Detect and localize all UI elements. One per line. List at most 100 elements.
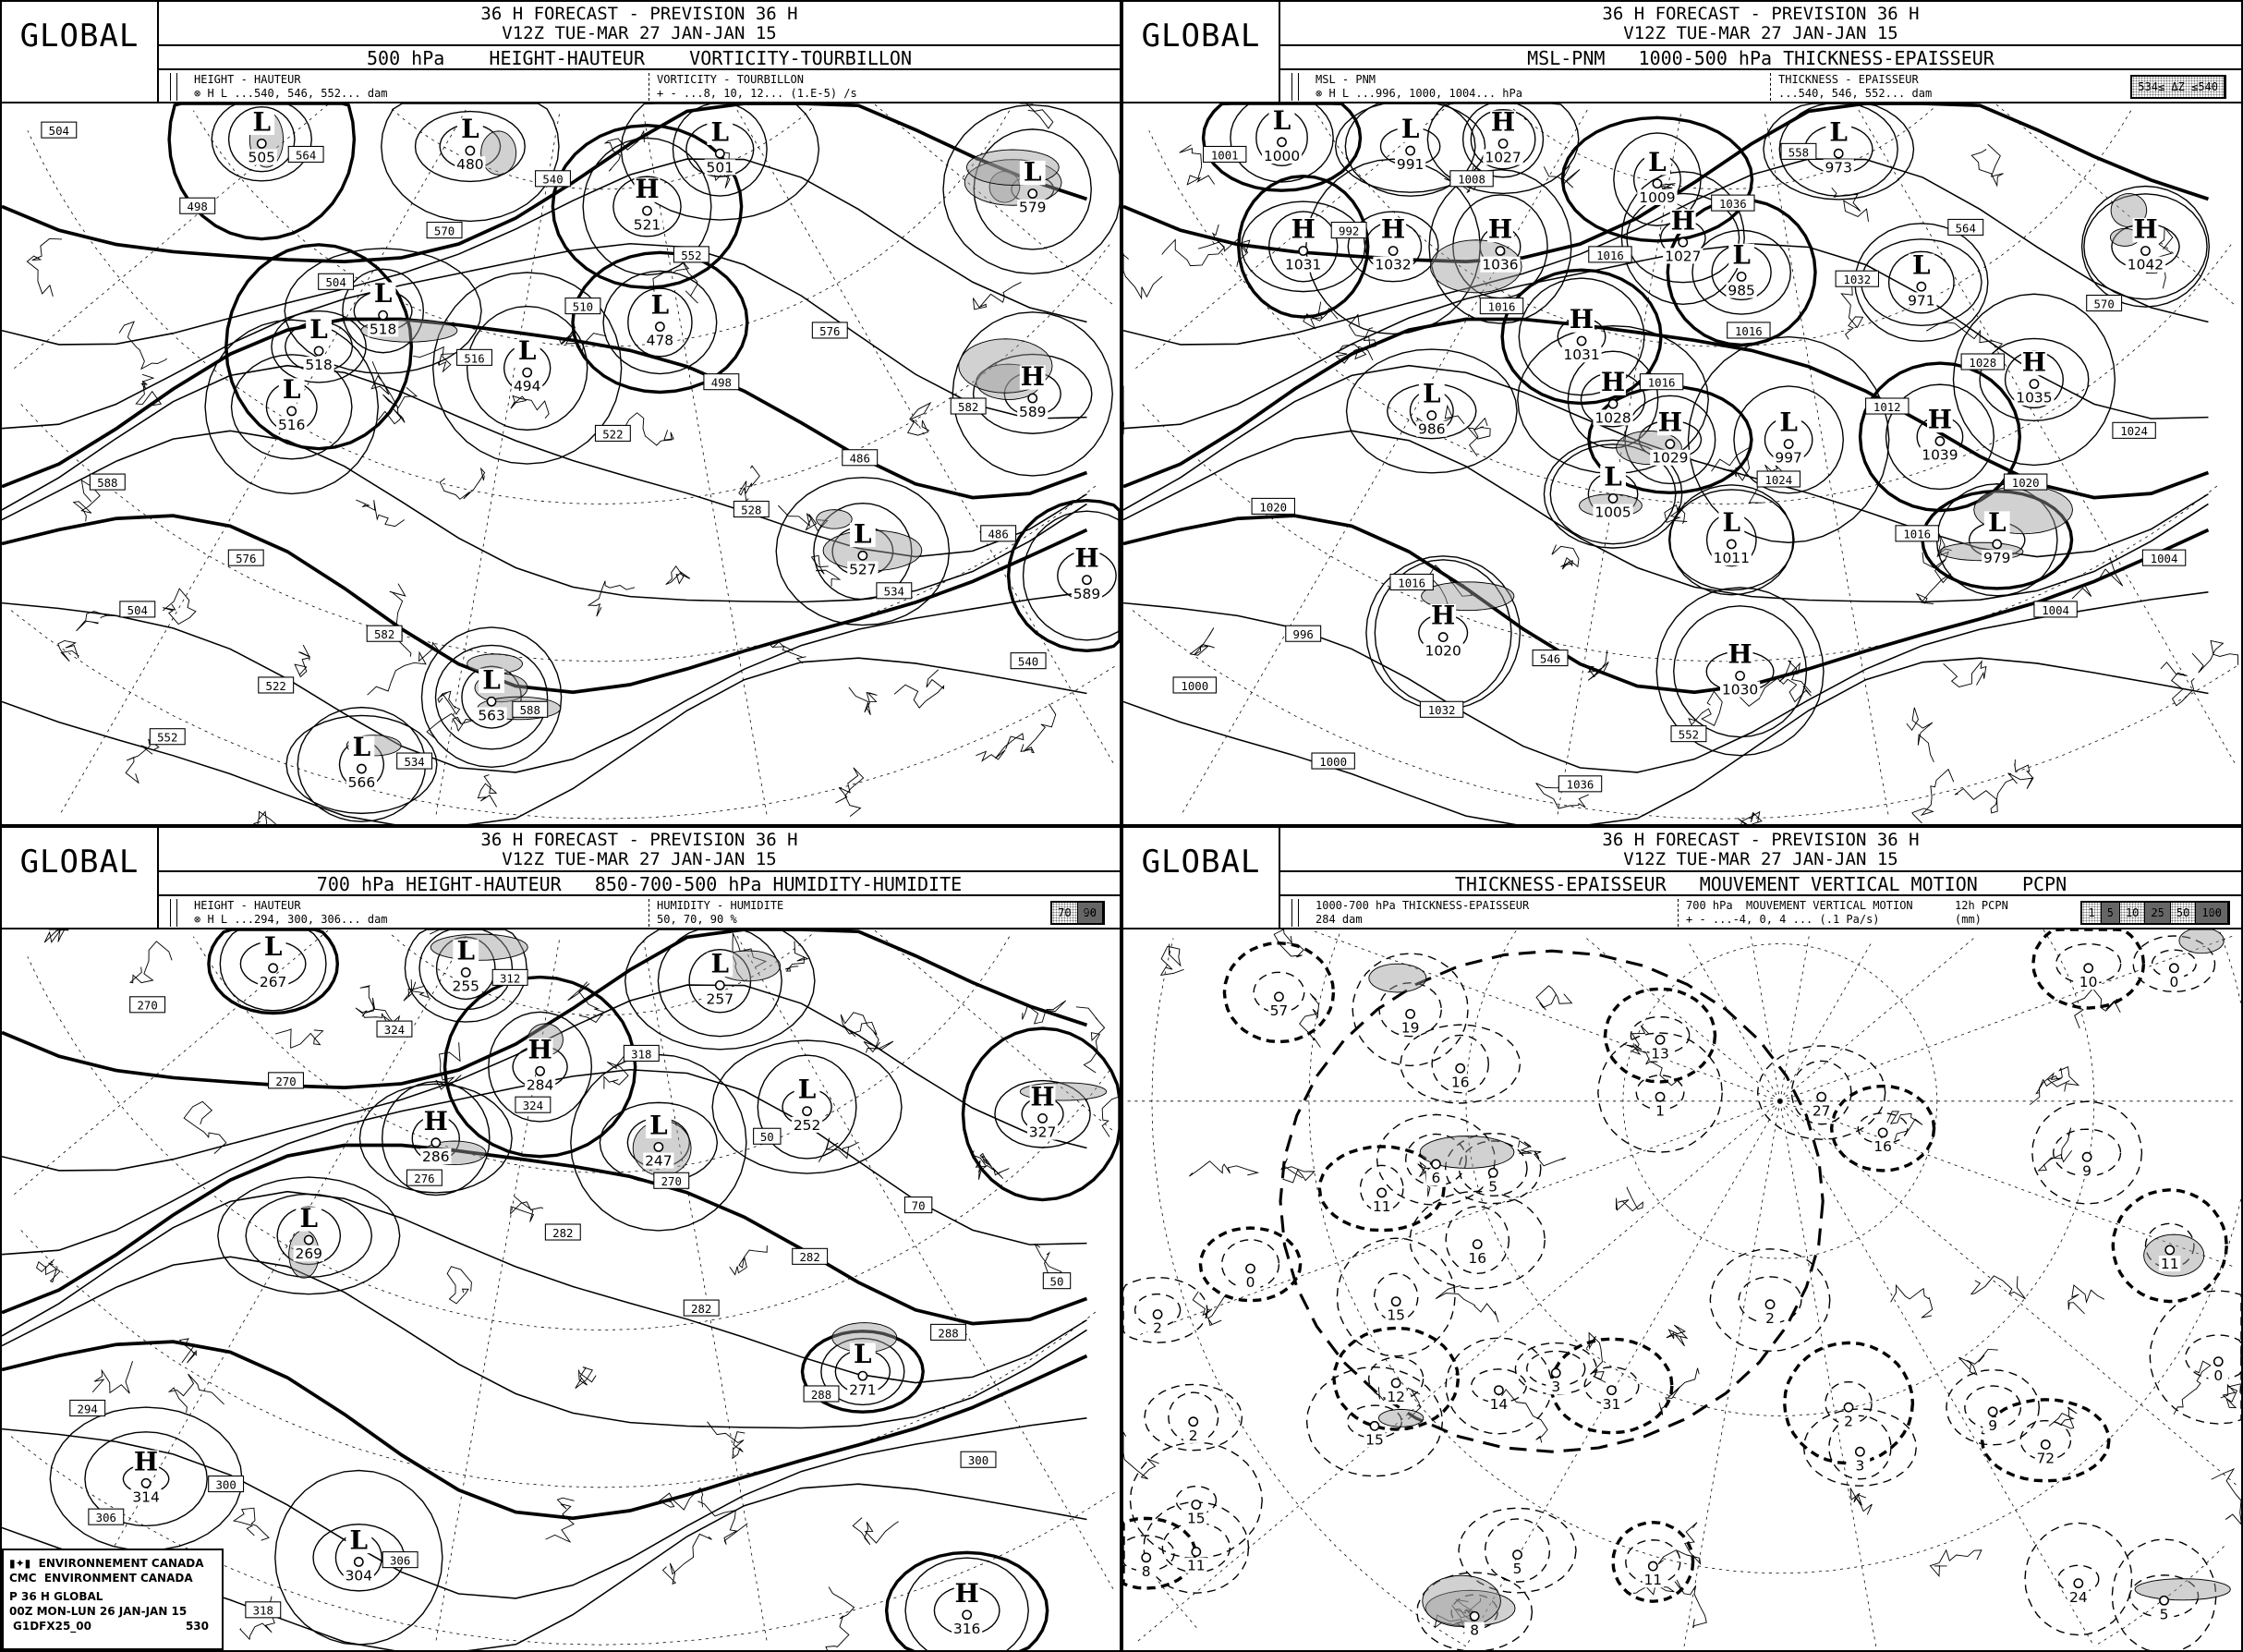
contour-label: 504 <box>127 604 148 617</box>
height-contour <box>2 317 1088 500</box>
contour-label: 552 <box>157 732 177 745</box>
center-type: H <box>134 1446 158 1476</box>
contour-label: 300 <box>215 1478 236 1491</box>
contour-label: 522 <box>266 680 286 693</box>
contour-label: 270 <box>275 1075 296 1088</box>
precip-max: 13 <box>1649 1034 1671 1062</box>
center-type: H <box>1381 214 1405 245</box>
low-center: L 255 <box>450 935 481 995</box>
high-center: H 1020 <box>1423 601 1463 660</box>
model-name: GLOBAL <box>1123 828 1280 896</box>
precip-max: 2 <box>1838 1402 1859 1429</box>
contour-label: 1036 <box>1567 779 1594 792</box>
center-value: 1029 <box>1652 450 1688 467</box>
center-value: 257 <box>707 991 734 1008</box>
precip-max: 11 <box>1185 1547 1207 1574</box>
center-value: 13 <box>1651 1045 1669 1062</box>
center-marker-icon <box>1647 1561 1658 1572</box>
center-type: L <box>264 931 283 962</box>
center-type: L <box>482 664 501 695</box>
low-center: L 1000 <box>1261 105 1303 164</box>
center-value: 8 <box>1470 1622 1479 1638</box>
legend-left: 1000-700 hPa THICKNESS-EPAISSEUR 284 dam <box>1315 899 1530 926</box>
center-type: H <box>1431 601 1455 631</box>
thickness-contour-284 <box>1279 949 1825 1453</box>
center-type: L <box>353 732 371 762</box>
center-value: 15 <box>1387 1307 1405 1324</box>
center-value: 6 <box>1432 1170 1441 1186</box>
contour-label: 318 <box>253 1605 273 1618</box>
center-marker-icon <box>1843 1402 1854 1413</box>
contour-label: 1004 <box>2151 553 2178 565</box>
chart-title: THICKNESS-EPAISSEUR MOUVEMENT VERTICAL M… <box>1280 872 2241 896</box>
contour-label: 294 <box>78 1403 98 1415</box>
center-marker-icon <box>1437 632 1449 643</box>
height-contour <box>2 1256 1087 1429</box>
graticule <box>1123 929 2241 1650</box>
forecast-validity: 36 H FORECAST - PREVISION 36 H V12Z TUE-M… <box>1280 2 2241 46</box>
contour-labels: 1001992101610161024101610041000100010081… <box>1172 142 2187 793</box>
center-marker-icon <box>1472 1239 1483 1250</box>
contour-label: 498 <box>711 377 732 390</box>
center-marker-icon <box>1191 1547 1202 1558</box>
center-marker-icon <box>1916 281 1927 292</box>
product-name: P 36 H GLOBAL <box>9 1590 103 1603</box>
center-marker-icon <box>1606 1385 1617 1396</box>
center-value: 1005 <box>1594 504 1631 521</box>
center-marker-icon <box>1188 1416 1199 1427</box>
center-marker-icon <box>535 1065 546 1076</box>
center-type: L <box>1723 507 1741 538</box>
center-marker-icon <box>654 322 665 332</box>
precip-max: 2 <box>1760 1299 1780 1327</box>
center-value: 566 <box>348 774 375 791</box>
low-center: L 501 <box>704 116 735 176</box>
center-marker-icon <box>1388 246 1399 256</box>
panel-header: GLOBAL 36 H FORECAST - PREVISION 36 H V12Z… <box>1123 2 2241 103</box>
center-value: 480 <box>456 156 483 173</box>
high-center: H 314 <box>130 1446 162 1505</box>
height-contour <box>1123 657 2209 824</box>
center-value: 16 <box>1451 1074 1470 1090</box>
chart-panel-4: GLOBAL 36 H FORECAST - PREVISION 36 H V12Z… <box>1122 826 2243 1652</box>
center-marker-icon <box>857 1370 868 1381</box>
center-type: H <box>1570 304 1594 334</box>
precip-max: 16 <box>1872 1127 1894 1155</box>
center-marker-icon <box>1141 1552 1152 1563</box>
low-center: L 269 <box>293 1203 324 1262</box>
precip-max: 6 <box>1425 1159 1447 1186</box>
center-value: 31 <box>1603 1396 1621 1413</box>
low-center: L 1011 <box>1711 507 1752 566</box>
center-value: 2 <box>1153 1320 1162 1337</box>
contour-label: 1000 <box>1319 756 1347 769</box>
center-type: H <box>424 1106 448 1136</box>
product-code: G1DFX25_00 <box>13 1620 92 1633</box>
center-value: 15 <box>1187 1511 1206 1527</box>
contour-label: 1016 <box>1735 325 1763 338</box>
center-type: L <box>854 518 872 549</box>
product-number: 530 <box>185 1620 209 1633</box>
center-value: 11 <box>1643 1572 1662 1588</box>
pressure-centers: 57 19 16 13 1 27 16 6 5 11 16 15 0 2 2 12 14 3 31 15 2 2 3 9 72 1… <box>1135 963 2229 1638</box>
center-type: L <box>350 1524 369 1555</box>
center-value: 518 <box>305 357 332 373</box>
center-type: L <box>854 1339 872 1369</box>
center-marker-icon <box>1245 1263 1255 1274</box>
center-type: L <box>1988 507 2007 538</box>
legend-right: 700 hPa MOUVEMENT VERTICAL MOTION + - ...… <box>1678 899 1913 927</box>
center-value: 24 <box>2069 1589 2088 1606</box>
center-marker-icon <box>1191 1500 1202 1510</box>
high-center: H 589 <box>1071 543 1103 602</box>
model-name: GLOBAL <box>2 828 159 896</box>
precip-max: 3 <box>1849 1446 1871 1474</box>
contour-label: 1000 <box>1181 680 1208 693</box>
center-type: L <box>1401 114 1420 144</box>
low-center: L 1009 <box>1637 147 1678 206</box>
center-marker-icon <box>2164 1245 2176 1256</box>
center-marker-icon <box>2040 1439 2051 1450</box>
center-marker-icon <box>1877 1127 1888 1138</box>
center-value: 0 <box>2169 974 2178 990</box>
center-value: 2 <box>1765 1310 1775 1327</box>
center-marker-icon <box>1405 1008 1416 1019</box>
contour-label: 582 <box>958 401 978 414</box>
